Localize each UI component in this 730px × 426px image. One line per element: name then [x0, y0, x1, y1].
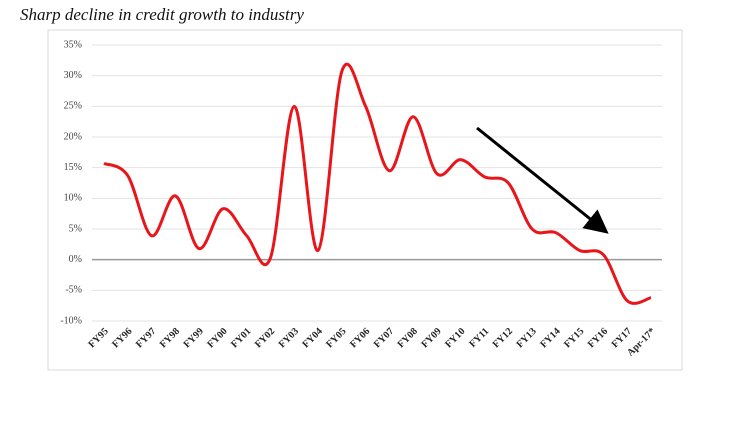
- x-tick-label: FY16: [586, 326, 610, 350]
- y-tick-label: 25%: [64, 101, 82, 112]
- x-tick-label: FY02: [253, 326, 277, 350]
- x-tick-label: FY13: [515, 326, 539, 350]
- x-tick-label: FY98: [158, 326, 182, 350]
- x-tick-label: FY03: [277, 326, 301, 350]
- series-line: [103, 62, 652, 305]
- x-tick-label: FY04: [301, 326, 325, 350]
- x-tick-label: FY09: [419, 326, 443, 350]
- plot: [103, 62, 652, 305]
- y-tick-label: 0%: [69, 254, 82, 265]
- y-tick-label: -10%: [60, 315, 82, 326]
- x-tick-label: FY06: [348, 326, 372, 350]
- x-tick-label: FY05: [324, 326, 348, 350]
- y-tick-label: 15%: [64, 162, 82, 173]
- chart-frame: [47, 29, 683, 371]
- x-tick-label: FY95: [86, 326, 110, 350]
- x-tick-label: FY07: [372, 326, 396, 350]
- x-tick-label: FY11: [467, 326, 491, 350]
- x-tick-label: FY12: [491, 326, 515, 350]
- trend-arrow: [476, 126, 609, 234]
- grid: [92, 44, 662, 322]
- y-tick-label: 20%: [64, 131, 82, 142]
- x-tick-label: FY10: [443, 326, 467, 350]
- x-tick-label: FY15: [562, 326, 586, 350]
- y-tick-label: 10%: [64, 193, 82, 204]
- y-tick-label: 30%: [64, 70, 82, 81]
- y-tick-label: 5%: [69, 223, 82, 234]
- x-tick-label: FY14: [538, 326, 562, 350]
- x-tick-label: FY08: [396, 326, 420, 350]
- chart-title: Sharp decline in credit growth to indust…: [20, 5, 304, 24]
- y-tick-label: 35%: [64, 39, 82, 50]
- x-tick-label: FY01: [229, 326, 253, 350]
- x-tick-label: FY96: [110, 326, 134, 350]
- x-tick-label: FY99: [182, 326, 206, 350]
- x-tick-label: FY97: [134, 326, 158, 350]
- x-tick-label: FY00: [205, 326, 229, 350]
- y-tick-label: -5%: [65, 285, 82, 296]
